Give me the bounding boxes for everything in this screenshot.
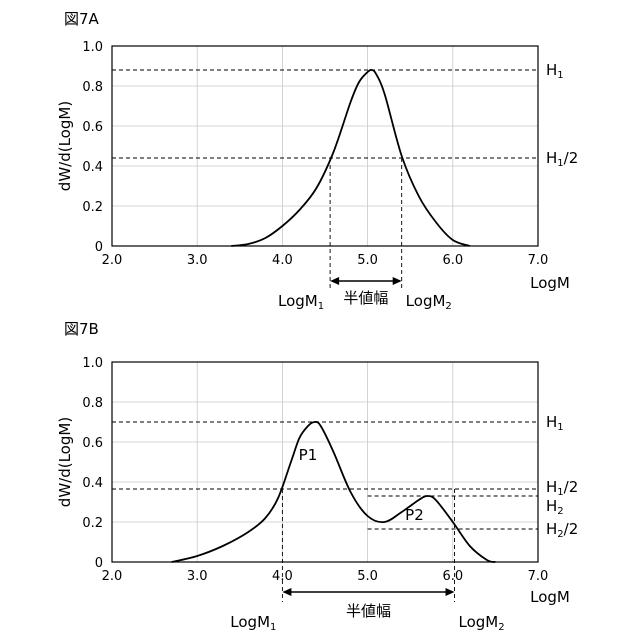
reference-label-1: H1 (546, 61, 564, 81)
arrowhead-right (446, 588, 455, 596)
chart-panel-b: 図7B2.03.04.05.06.07.000.20.40.60.81.0dW/… (56, 320, 578, 633)
y-tick-label: 0.2 (82, 200, 103, 215)
reference-label-2: H1/2 (546, 149, 578, 169)
chart-title: 図7A (64, 10, 100, 28)
y-tick-label: 1.0 (82, 356, 103, 371)
reference-label-1: H1 (546, 413, 564, 433)
logm-1-label: LogM1 (278, 292, 324, 312)
arrowhead-left (330, 277, 339, 285)
y-tick-label: 0.6 (82, 120, 103, 135)
x-tick-label: 4.0 (272, 253, 293, 268)
x-tick-label: 7.0 (528, 253, 549, 268)
x-tick-label: 7.0 (528, 569, 549, 584)
logm-2-label: LogM2 (406, 292, 452, 312)
y-axis-label: dW/d(LogM) (56, 101, 74, 191)
y-tick-label: 0.8 (82, 396, 103, 411)
plot-frame (112, 46, 538, 246)
y-axis-label: dW/d(LogM) (56, 417, 74, 507)
y-tick-label: 0.4 (82, 160, 103, 175)
x-tick-label: 2.0 (102, 569, 123, 584)
x-tick-label: 3.0 (187, 253, 208, 268)
half-width-label: 半値幅 (343, 289, 388, 307)
y-tick-label: 0.4 (82, 476, 103, 491)
x-tick-label: 6.0 (442, 569, 463, 584)
distribution-curve (172, 422, 496, 562)
y-tick-label: 0 (95, 240, 103, 255)
x-axis-label: LogM (530, 274, 570, 292)
arrowhead-right (393, 277, 402, 285)
y-tick-label: 0.2 (82, 516, 103, 531)
chart-title: 図7B (64, 320, 99, 338)
y-tick-label: 0.8 (82, 80, 103, 95)
reference-label-4: H2/2 (546, 520, 578, 540)
reference-label-3: H2 (546, 497, 564, 517)
plot-frame (112, 362, 538, 562)
reference-label-2: H1/2 (546, 478, 578, 498)
x-axis-label: LogM (530, 588, 570, 606)
chart-panel-a: 図7A 2.0 3.0 4.0 5.0 6.0 7.0 0 0.2 0.4 0.6 0.8 1.0 dW/… (56, 10, 578, 312)
y-tick-label: 0 (95, 556, 103, 571)
x-tick-label: 6.0 (442, 253, 463, 268)
x-tick-label: 2.0 (102, 253, 123, 268)
half-width-label: 半値幅 (346, 602, 391, 620)
peak-label: P1 (299, 446, 318, 464)
arrowhead-left (282, 588, 291, 596)
x-tick-label: 5.0 (357, 569, 378, 584)
y-tick-label: 1.0 (82, 40, 103, 55)
logm-2-label: LogM2 (459, 613, 505, 633)
y-tick-label: 0.6 (82, 436, 103, 451)
peak-label: P2 (405, 506, 424, 524)
logm-1-label: LogM1 (230, 613, 276, 633)
x-tick-label: 5.0 (357, 253, 378, 268)
x-tick-label: 3.0 (187, 569, 208, 584)
